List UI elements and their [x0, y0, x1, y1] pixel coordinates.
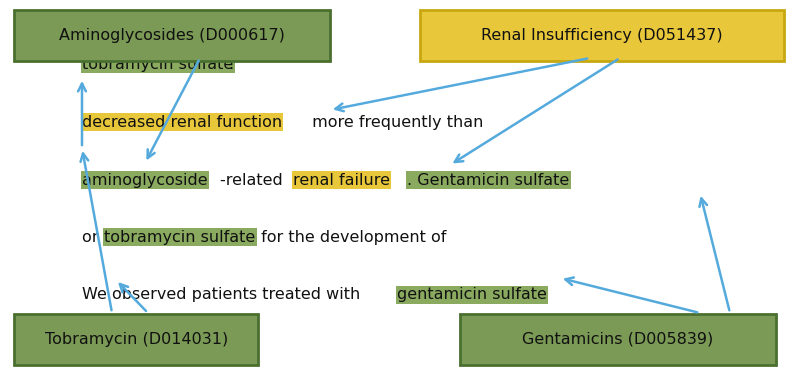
Text: Aminoglycosides (D000617): Aminoglycosides (D000617)	[59, 28, 286, 43]
FancyBboxPatch shape	[420, 10, 784, 61]
Text: Tobramycin (D014031): Tobramycin (D014031)	[45, 332, 228, 347]
Text: We observed patients treated with: We observed patients treated with	[82, 287, 366, 303]
Text: . Gentamicin sulfate: . Gentamicin sulfate	[407, 172, 570, 187]
FancyBboxPatch shape	[14, 10, 330, 61]
FancyBboxPatch shape	[14, 314, 258, 365]
Text: -related: -related	[220, 172, 288, 187]
Text: more frequently than: more frequently than	[307, 114, 483, 129]
Text: aminoglycoside: aminoglycoside	[82, 172, 208, 187]
Text: renal failure: renal failure	[293, 172, 390, 187]
Text: gentamicin sulfate: gentamicin sulfate	[397, 287, 547, 303]
Text: Gentamicins (D005839): Gentamicins (D005839)	[522, 332, 714, 347]
Text: .: .	[228, 56, 233, 71]
Text: decreased renal function: decreased renal function	[82, 114, 282, 129]
Text: or: or	[82, 229, 104, 245]
Text: Renal Insufficiency (D051437): Renal Insufficiency (D051437)	[481, 28, 723, 43]
Text: for the development of: for the development of	[256, 229, 446, 245]
FancyBboxPatch shape	[460, 314, 776, 365]
Text: tobramycin sulfate: tobramycin sulfate	[104, 229, 255, 245]
Text: tobramycin sulfate: tobramycin sulfate	[82, 56, 234, 71]
